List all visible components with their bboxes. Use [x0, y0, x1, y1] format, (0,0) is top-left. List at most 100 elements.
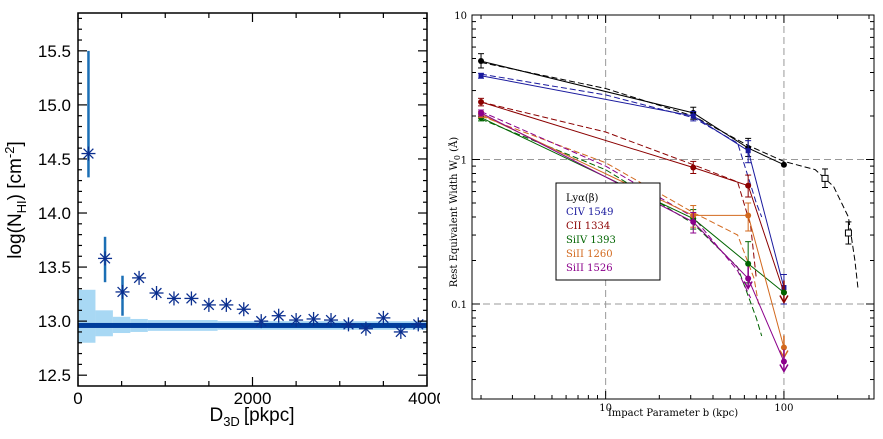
data-point-14	[324, 313, 339, 328]
data-point-10	[254, 314, 269, 329]
shade-bin-0	[78, 289, 96, 343]
data-point-0	[81, 146, 96, 161]
marker-open-square-1	[844, 229, 852, 237]
data-point-13	[306, 311, 321, 326]
data-point-7	[201, 297, 216, 312]
marker-circle-3	[780, 358, 787, 365]
right-axes: 10 100 10 1 0.1	[451, 11, 874, 414]
y-tick-label-2: 0.1	[451, 300, 467, 311]
star-stroke-d2	[83, 148, 94, 159]
marker-circle-2	[745, 260, 752, 267]
x-tick-label-2: 4000	[408, 389, 440, 408]
y-tick-label-0: 12.5	[38, 366, 71, 385]
x-tick-label-0: 0	[73, 389, 82, 408]
data-point-18	[393, 324, 408, 339]
data-point-5	[166, 291, 181, 306]
star-stroke-d2	[151, 287, 162, 299]
legend-entry-cii: CII 1334	[566, 221, 610, 232]
y-tick-label-1: 13.0	[38, 312, 71, 331]
star-stroke-d2	[220, 299, 232, 311]
data-point-3	[132, 270, 147, 285]
upper-limit-arrow-head	[779, 364, 789, 373]
star-stroke-d2	[343, 319, 354, 330]
equivalent-width-chart: 10 100 10 1 0.1 Impact Parameter b (kpc) Res…	[448, 11, 875, 419]
model-curve-3	[480, 118, 763, 337]
marker-circle-2	[745, 182, 752, 189]
marker-square-2	[745, 148, 751, 154]
left-axes: 0 2000 4000 12.5 13.0 13.5 14.0 14.5 15.0 15.5	[38, 12, 440, 408]
upper-limit-arrow-head	[743, 281, 753, 291]
y-tick-label-1: 1	[461, 155, 467, 166]
data-point-16	[358, 321, 373, 336]
series-6	[478, 109, 789, 373]
star-stroke-d2	[255, 315, 267, 327]
legend-entry-siii-1260: SiII 1260	[566, 249, 613, 260]
marker-square-1	[690, 113, 696, 119]
y-tick-label-6: 15.5	[38, 42, 71, 61]
star-stroke-d2	[308, 313, 319, 325]
data-point-17	[376, 310, 391, 325]
x-tick-label-1: 2000	[234, 389, 272, 408]
star-stroke-d2	[117, 286, 128, 298]
star-stroke-d2	[133, 272, 145, 284]
star-stroke-d2	[325, 314, 337, 326]
marker-circle-2	[745, 212, 752, 219]
series-line-6	[480, 112, 785, 362]
data-point-19	[411, 317, 426, 332]
x-tick-label-1: 100	[774, 403, 793, 414]
series-1	[821, 168, 852, 245]
y-tick-label-0: 10	[454, 11, 467, 22]
y-tick-label-4: 14.5	[38, 150, 71, 169]
left-y-axis-title: log(NHI) [cm-2]	[2, 141, 29, 258]
data-point-9	[236, 302, 251, 317]
marker-circle-1	[690, 218, 697, 225]
left-x-axis-title: D3D [pkpc]	[209, 405, 294, 429]
marker-circle-2	[745, 275, 752, 282]
data-point-6	[184, 291, 199, 306]
data-point-2	[115, 284, 130, 299]
data-point-15	[341, 317, 356, 332]
data-point-11	[271, 308, 286, 323]
y-tick-label-3: 14.0	[38, 204, 71, 223]
measured-series	[478, 53, 852, 373]
data-point-1	[98, 251, 113, 266]
marker-circle-3	[780, 344, 787, 351]
marker-open-square-0	[821, 174, 829, 182]
series-line-3	[480, 101, 785, 293]
legend-entry-siii-1526: SiII 1526	[566, 263, 613, 274]
model-curve-1	[480, 73, 763, 218]
y-tick-label-5: 15.0	[38, 96, 71, 115]
right-x-axis-title: Impact Parameter b (kpc)	[608, 408, 738, 419]
star-stroke-d2	[273, 310, 285, 322]
series-line-4	[480, 117, 785, 293]
marker-circle-0	[478, 109, 485, 116]
left-data-points	[81, 146, 426, 339]
marker-circle-3	[780, 289, 787, 296]
model-curve-2	[480, 101, 757, 279]
legend-entry-siiv: SiIV 1393	[566, 235, 616, 246]
data-point-12	[289, 313, 304, 328]
y-tick-label-2: 13.5	[38, 258, 71, 277]
data-point-4	[149, 286, 164, 301]
x-tick-label-0: 10	[599, 403, 612, 414]
star-stroke-d2	[290, 314, 302, 326]
series-line-0	[480, 60, 785, 166]
nhi-distance-chart: 0 2000 4000 12.5 13.0 13.5 14.0 14.5 15.0 15.5 D3…	[2, 12, 440, 429]
star-stroke-d2	[238, 303, 250, 315]
star-stroke-d2	[360, 323, 372, 335]
star-stroke-d2	[378, 312, 389, 324]
legend-box: Lyα(β) CIV 1549 CII 1334 SiIV 1393 SiII …	[555, 182, 661, 281]
star-stroke-d2	[186, 293, 197, 304]
mean-level-band	[78, 322, 427, 328]
marker-circle-1	[690, 164, 697, 171]
marker-square-0	[478, 73, 484, 79]
right-plot-frame	[471, 14, 875, 400]
upper-limit-arrow-head	[779, 295, 789, 305]
series-line-2	[480, 75, 785, 288]
legend-frame	[555, 182, 661, 281]
series-line-5	[480, 113, 785, 348]
legend-entry-lyman: Lyα(β)	[566, 193, 599, 204]
star-stroke-d2	[395, 326, 407, 338]
data-point-8	[219, 297, 234, 312]
marker-circle-3	[780, 161, 787, 168]
